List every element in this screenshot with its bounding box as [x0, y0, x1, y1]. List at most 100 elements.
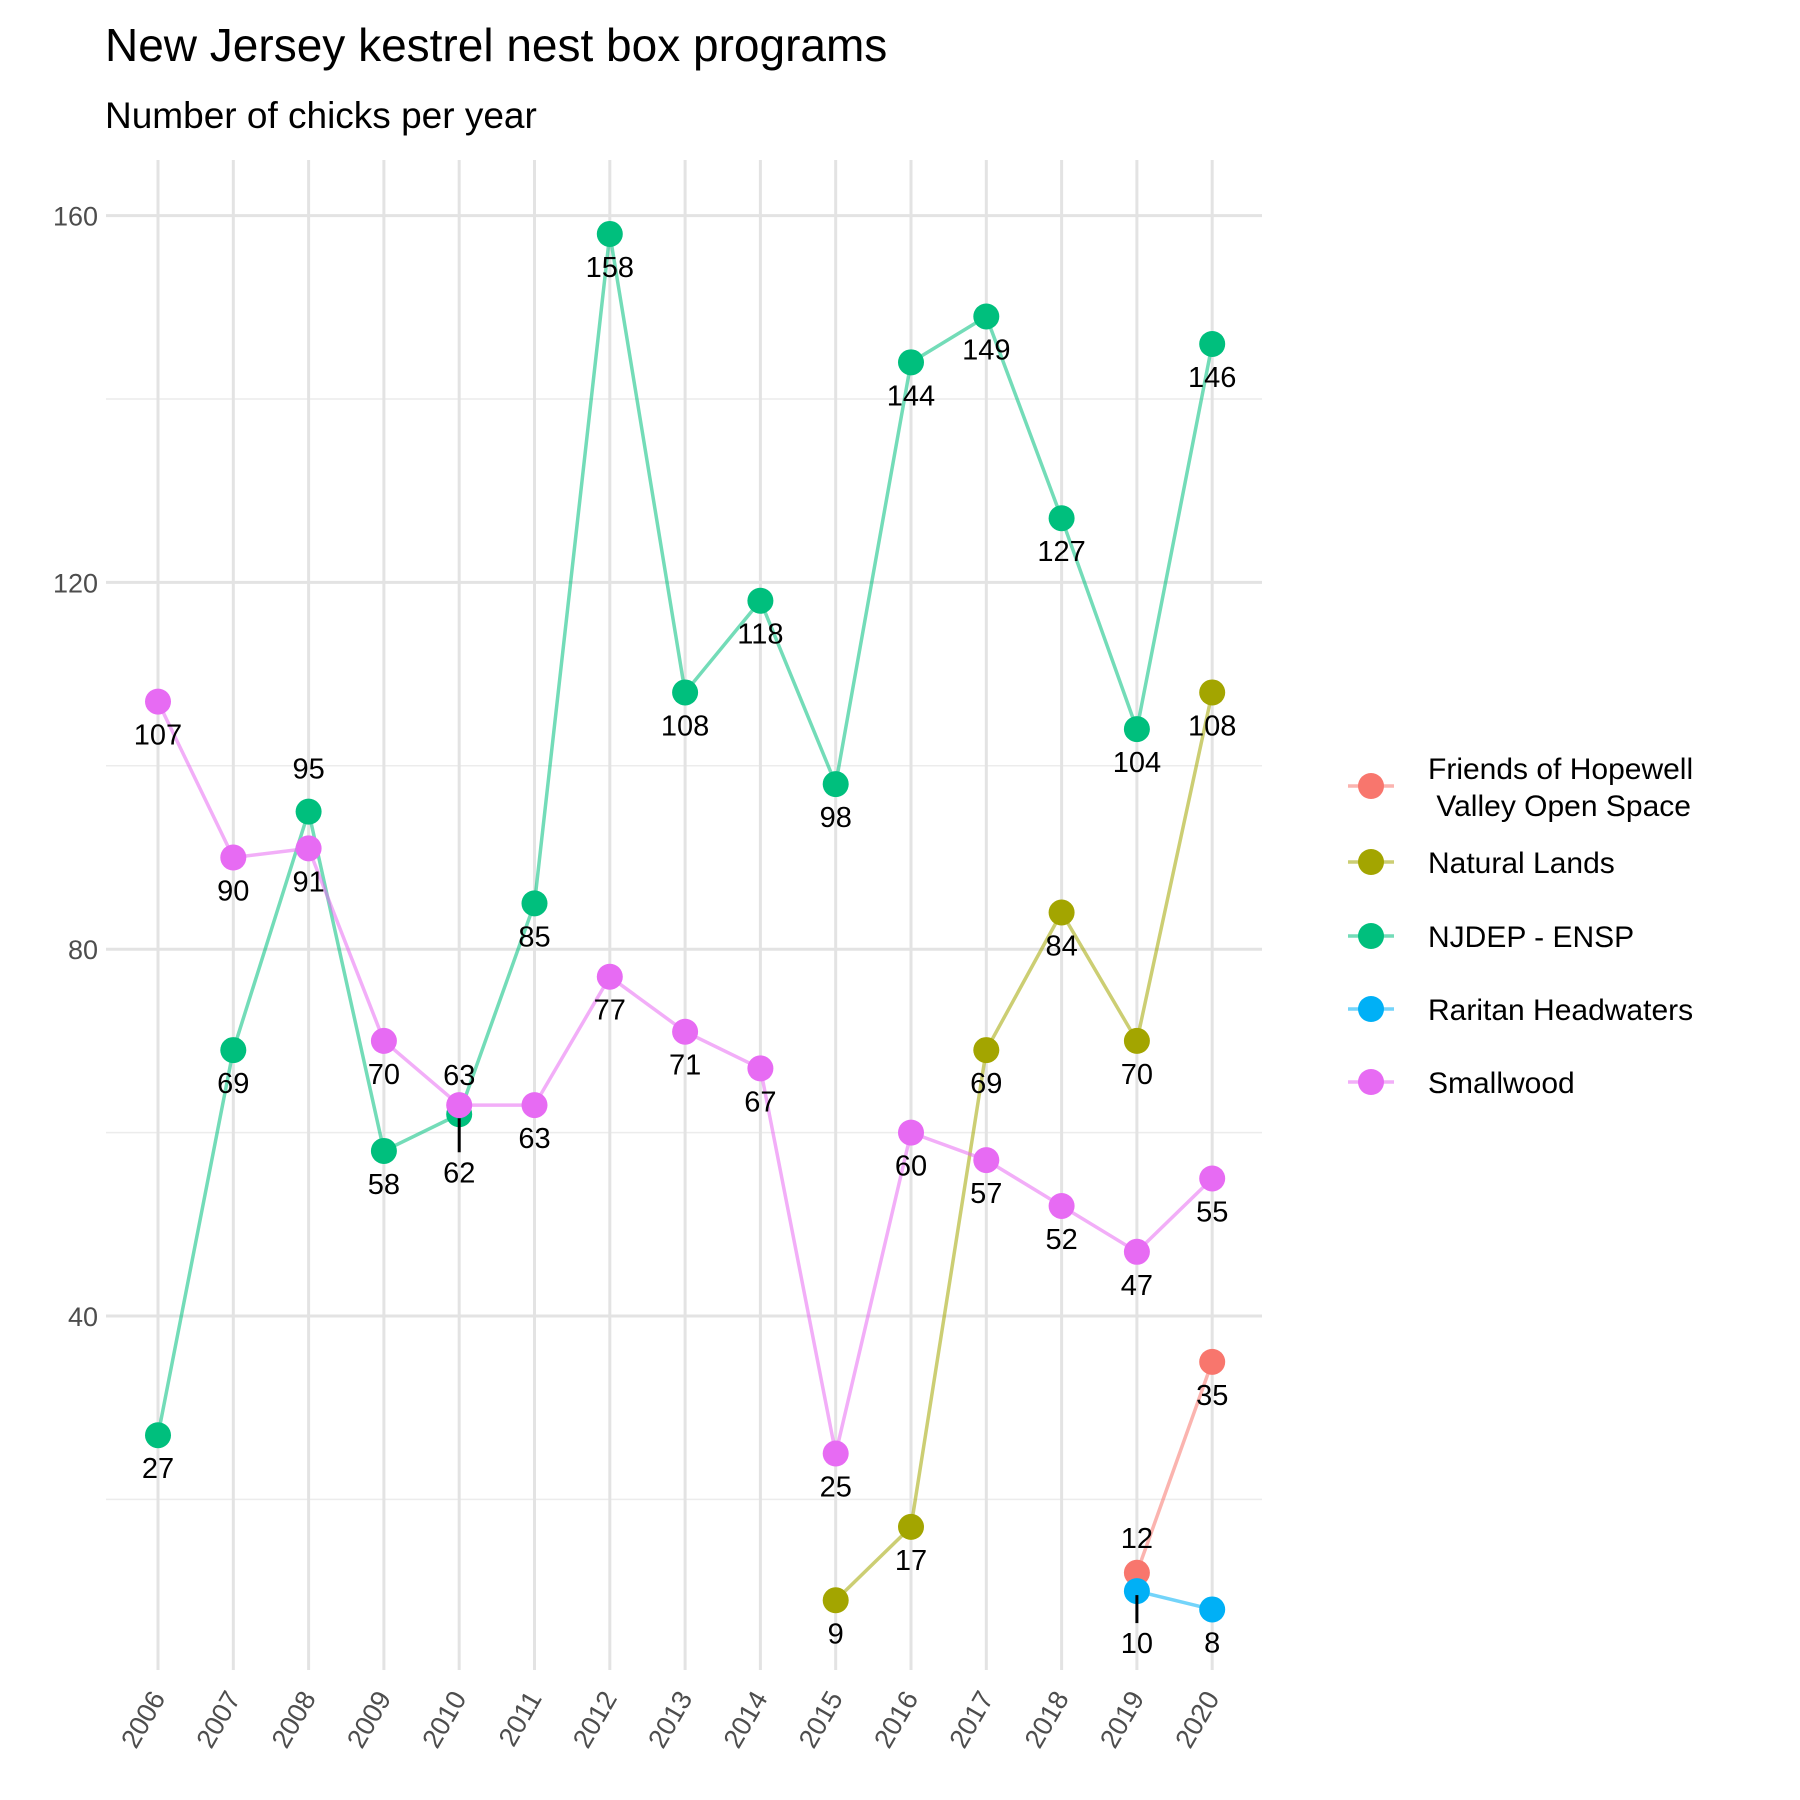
series-line-segment	[608, 974, 687, 1034]
data-label: 8	[1204, 1627, 1220, 1659]
legend-item: Natural Lands	[1348, 847, 1615, 880]
data-label: 77	[594, 995, 626, 1027]
series-line-segment	[833, 1130, 913, 1456]
data-point	[1123, 1578, 1150, 1605]
data-point	[898, 349, 924, 376]
series-line-segment	[1059, 1204, 1139, 1254]
data-label: 107	[134, 720, 182, 752]
x-tick-label: 2012	[567, 1686, 623, 1753]
series-line-segment	[532, 974, 612, 1107]
data-label: 12	[1121, 1523, 1153, 1555]
data-label: 58	[368, 1169, 400, 1201]
data-point	[1199, 1596, 1226, 1623]
data-label: 85	[518, 921, 550, 953]
data-point	[973, 303, 1000, 330]
data-label: 17	[895, 1545, 927, 1577]
data-label: 69	[970, 1068, 1002, 1100]
series-line-segment	[758, 1066, 838, 1456]
series-line-segment	[984, 910, 1064, 1052]
data-label: 118	[737, 619, 783, 651]
x-tick-label: 2019	[1094, 1686, 1150, 1753]
data-point	[521, 890, 548, 917]
x-axis: 2006 2007 2008 2009 2010 2011 2012 2013 2014 2015…	[115, 1686, 1225, 1753]
data-label: 57	[970, 1178, 1002, 1210]
series-line-segment	[758, 598, 838, 786]
data-label: 35	[1196, 1380, 1228, 1412]
legend-label: Friends of Hopewell Valley Open Space	[1428, 753, 1693, 823]
data-point	[898, 1513, 924, 1540]
series-line-segment	[156, 699, 236, 860]
data-label: 25	[820, 1472, 852, 1504]
data-label: 55	[1196, 1196, 1228, 1228]
data-label: 69	[217, 1068, 249, 1100]
legend-point-key	[1358, 1069, 1384, 1095]
series-line-segment	[984, 314, 1064, 520]
series-line-segment	[1135, 690, 1214, 1043]
legend-point-key	[1358, 923, 1384, 949]
data-point	[898, 1119, 924, 1146]
series-line-segment	[457, 901, 537, 1117]
data-label: 104	[1113, 747, 1161, 779]
series-line-segment	[306, 809, 386, 1153]
series-line-segment	[909, 1048, 989, 1529]
data-point	[822, 1440, 849, 1467]
data-point	[521, 1092, 548, 1119]
data-label: 144	[887, 380, 935, 412]
data-point	[747, 587, 774, 614]
legend-label: Smallwood	[1428, 1067, 1575, 1100]
chart-subtitle: Number of chicks per year	[105, 95, 537, 136]
legend-item: Friends of Hopewell Valley Open Space	[1348, 753, 1693, 823]
data-point	[1123, 1027, 1150, 1054]
series-lines	[156, 232, 1214, 1612]
data-label: 149	[962, 334, 1010, 366]
y-tick-label: 160	[53, 202, 98, 232]
data-point	[596, 963, 623, 990]
data-label: 146	[1188, 362, 1236, 394]
data-point	[446, 1092, 473, 1119]
y-tick-label: 40	[68, 1302, 98, 1332]
series-line-segment	[1135, 342, 1214, 731]
data-point	[220, 844, 247, 871]
data-point	[973, 1037, 1000, 1064]
data-label: 91	[292, 866, 324, 898]
data-point	[295, 798, 322, 825]
x-tick-label: 2013	[642, 1686, 698, 1753]
data-point	[370, 1137, 397, 1164]
data-point	[145, 688, 171, 715]
data-label: 158	[586, 252, 634, 284]
series-line-segment	[833, 360, 913, 786]
series-line-segment	[1059, 910, 1139, 1043]
x-tick-label: 2010	[416, 1686, 472, 1753]
data-label: 47	[1121, 1270, 1153, 1302]
chart-title: New Jersey kestrel nest box programs	[105, 19, 888, 71]
legend-point-key	[1358, 996, 1384, 1022]
series-line-segment	[382, 1039, 461, 1107]
legend-item: NJDEP - ENSP	[1348, 921, 1634, 954]
x-tick-label: 2014	[718, 1686, 774, 1753]
data-point	[672, 679, 699, 706]
legend-point-key	[1358, 849, 1384, 875]
data-label: 52	[1045, 1224, 1077, 1256]
legend-item: Smallwood	[1348, 1067, 1575, 1100]
series-points	[145, 220, 1226, 1623]
data-label: 10	[1121, 1628, 1153, 1660]
data-label: 70	[368, 1059, 400, 1091]
data-label: 108	[1188, 710, 1236, 742]
x-tick-label: 2009	[341, 1686, 397, 1753]
data-point	[747, 1055, 774, 1082]
data-label: 62	[443, 1157, 475, 1189]
data-point	[1199, 1348, 1226, 1375]
series-line-segment	[1135, 1360, 1214, 1575]
legend: Friends of Hopewell Valley Open Space Nat…	[1348, 753, 1693, 1100]
data-label: 127	[1037, 536, 1085, 568]
data-point	[1199, 1165, 1226, 1192]
data-label: 67	[744, 1086, 776, 1118]
data-point	[822, 1587, 849, 1614]
series-line-segment	[1135, 1176, 1214, 1254]
x-tick-label: 2020	[1169, 1686, 1225, 1753]
data-point	[672, 1018, 699, 1045]
series-line-segment	[156, 1048, 236, 1437]
legend-label: Natural Lands	[1428, 847, 1615, 880]
data-label: 27	[142, 1453, 174, 1485]
